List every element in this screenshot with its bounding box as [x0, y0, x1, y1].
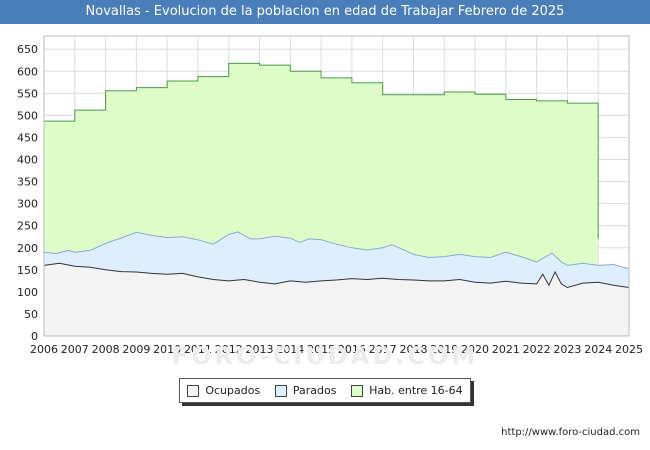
x-tick-label: 2022	[523, 343, 551, 356]
x-tick-label: 2021	[492, 343, 520, 356]
x-tick-label: 2025	[615, 343, 643, 356]
x-tick-label: 2011	[184, 343, 212, 356]
y-tick-label: 550	[17, 87, 38, 100]
legend-label-hab: Hab. entre 16-64	[369, 384, 463, 397]
y-tick-label: 200	[17, 242, 38, 255]
y-tick-label: 150	[17, 264, 38, 277]
line-ocupados	[43, 262, 630, 289]
series-areas	[43, 62, 630, 337]
y-tick-label: 450	[17, 131, 38, 144]
x-tick-label: 2008	[92, 343, 120, 356]
legend-item-ocupados: Ocupados	[187, 384, 260, 397]
y-tick-label: 400	[17, 154, 38, 167]
y-tick-label: 650	[17, 43, 38, 56]
x-tick-label: 2006	[30, 343, 58, 356]
legend-swatch-parados	[274, 384, 287, 397]
axis-ticks: 0 50 100 150 200 250 300 350 400 450 500 550 600 650 2…	[17, 35, 643, 356]
x-tick-label: 2007	[61, 343, 89, 356]
legend-item-parados: Parados	[274, 384, 337, 397]
plot-frame	[43, 35, 630, 337]
x-tick-label: 2010	[153, 343, 181, 356]
x-tick-label: 2017	[369, 343, 397, 356]
x-tick-label: 2009	[122, 343, 150, 356]
line-hab	[44, 62, 599, 239]
x-tick-label: 2012	[215, 343, 243, 356]
area-ocupados	[44, 263, 629, 336]
source-link[interactable]: http://www.foro-ciudad.com	[501, 427, 640, 438]
x-tick-label: 2018	[399, 343, 427, 356]
x-tick-label: 2014	[276, 343, 304, 356]
legend-label-parados: Parados	[292, 384, 337, 397]
watermark: FORO-CIUDAD.COM	[171, 342, 479, 370]
y-tick-label: 100	[17, 286, 38, 299]
line-parados	[43, 231, 630, 270]
x-tick-label: 2023	[553, 343, 581, 356]
y-tick-label: 500	[17, 109, 38, 122]
legend-swatch-hab	[351, 384, 364, 397]
y-tick-label: 300	[17, 198, 38, 211]
legend: Ocupados Parados Hab. entre 16-64	[179, 378, 471, 403]
legend-swatch-ocupados	[187, 384, 200, 397]
y-tick-label: 0	[31, 330, 38, 343]
legend-item-hab: Hab. entre 16-64	[351, 384, 463, 397]
legend-label-ocupados: Ocupados	[205, 384, 261, 397]
y-tick-label: 600	[17, 65, 38, 78]
y-tick-label: 50	[24, 308, 38, 321]
x-tick-label: 2024	[584, 343, 612, 356]
x-tick-label: 2016	[338, 343, 366, 356]
x-tick-label: 2015	[307, 343, 335, 356]
y-tick-label: 250	[17, 220, 38, 233]
chart-title: Novallas - Evolucion de la poblacion en …	[0, 0, 650, 24]
x-tick-label: 2019	[430, 343, 458, 356]
x-tick-label: 2020	[461, 343, 489, 356]
y-tick-label: 350	[17, 176, 38, 189]
x-tick-label: 2013	[246, 343, 274, 356]
